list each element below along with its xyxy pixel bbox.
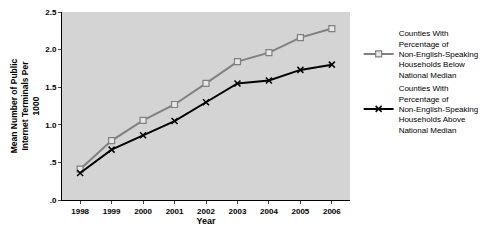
svg-text:.0: .0 (50, 196, 57, 205)
svg-text:2002: 2002 (197, 207, 215, 216)
svg-text:2000: 2000 (134, 207, 152, 216)
svg-text:2003: 2003 (229, 207, 247, 216)
svg-text:1.5: 1.5 (45, 83, 57, 92)
svg-text:1999: 1999 (103, 207, 121, 216)
svg-text:2005: 2005 (291, 207, 309, 216)
svg-text:2006: 2006 (323, 207, 341, 216)
svg-text:Counties WithPercentage ofNon-: Counties WithPercentage ofNon-English-Sp… (399, 84, 479, 135)
svg-text:Counties WithPercentage ofNon-: Counties WithPercentage ofNon-English-Sp… (399, 29, 479, 80)
svg-text:2.5: 2.5 (45, 8, 57, 17)
svg-text:1998: 1998 (71, 207, 89, 216)
svg-text:1.0: 1.0 (45, 121, 57, 130)
svg-text:2.0: 2.0 (45, 45, 57, 54)
svg-text:2001: 2001 (166, 207, 184, 216)
svg-text:Year: Year (196, 216, 216, 226)
svg-text:.5: .5 (50, 158, 57, 167)
svg-text:2004: 2004 (260, 207, 278, 216)
svg-text:Mean Number of PublicInternet: Mean Number of PublicInternet Terminals … (9, 59, 41, 154)
